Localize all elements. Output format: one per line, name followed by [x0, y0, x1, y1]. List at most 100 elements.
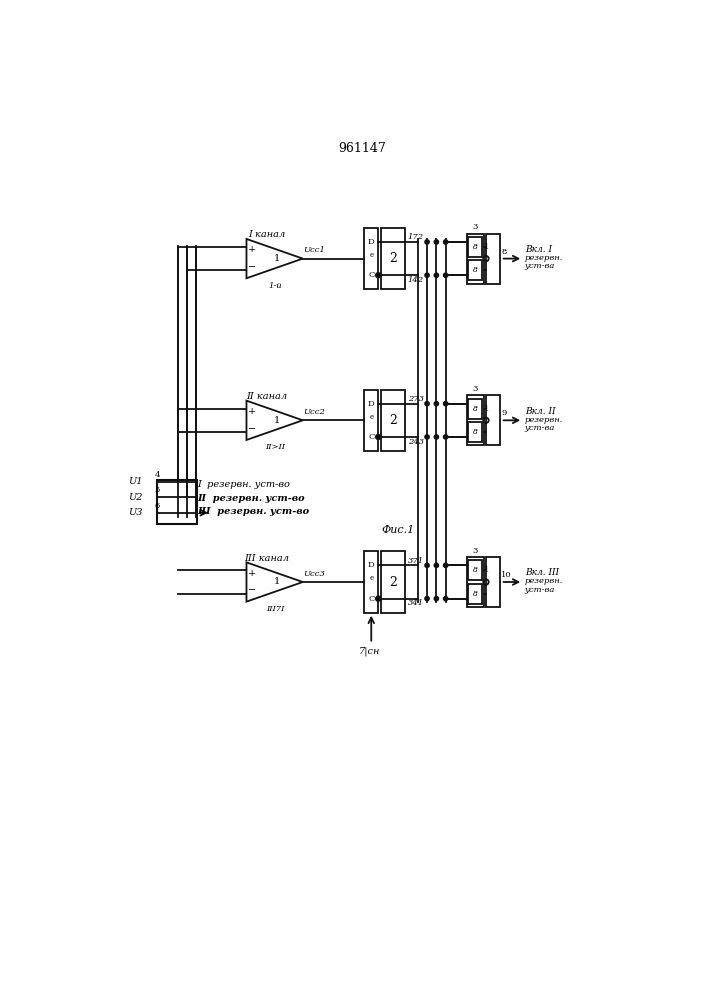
Circle shape	[444, 563, 448, 567]
Text: II  резервн. уст-во: II резервн. уст-во	[197, 494, 305, 503]
Text: 142: 142	[408, 276, 423, 284]
Text: 8: 8	[473, 243, 477, 251]
Bar	[364, 551, 378, 613]
Circle shape	[376, 435, 380, 439]
Text: +: +	[248, 569, 257, 578]
Text: D: D	[368, 400, 375, 408]
Text: 2: 2	[389, 414, 397, 427]
Circle shape	[425, 435, 429, 439]
Circle shape	[425, 240, 429, 244]
Text: 3: 3	[472, 385, 478, 393]
Bar	[468, 260, 482, 280]
Text: e: e	[369, 413, 373, 421]
Text: 273: 273	[408, 395, 423, 403]
Circle shape	[425, 563, 429, 567]
Text: I  резервн. уст-во: I резервн. уст-во	[197, 480, 290, 489]
Text: 2: 2	[389, 576, 397, 588]
Text: 4: 4	[154, 471, 160, 479]
Text: 3: 3	[472, 547, 478, 555]
Text: уст-ва: уст-ва	[525, 262, 555, 270]
Text: 1: 1	[484, 405, 490, 413]
Bar	[468, 422, 482, 442]
Circle shape	[425, 402, 429, 406]
Text: Вкл. III: Вкл. III	[525, 568, 559, 577]
Text: U3: U3	[128, 508, 143, 517]
Text: 1: 1	[274, 254, 279, 263]
Text: 10: 10	[501, 571, 512, 579]
Bar	[380, 228, 405, 289]
Circle shape	[376, 596, 380, 601]
Text: C: C	[368, 433, 375, 441]
Bar	[364, 228, 378, 289]
Circle shape	[444, 240, 448, 244]
Text: Фис.1: Фис.1	[382, 525, 415, 535]
Bar	[467, 395, 484, 445]
Text: C: C	[368, 595, 375, 603]
Text: резервн.: резервн.	[525, 577, 563, 585]
Text: D: D	[368, 561, 375, 569]
Bar	[380, 551, 405, 613]
Text: Вкл. I: Вкл. I	[525, 245, 551, 254]
Text: −: −	[248, 263, 257, 272]
Text: 1: 1	[484, 566, 490, 574]
Text: 7|сн: 7|сн	[359, 647, 380, 656]
Circle shape	[444, 273, 448, 277]
Text: Ucc1: Ucc1	[303, 246, 325, 254]
Text: U2: U2	[128, 493, 143, 502]
Circle shape	[434, 563, 438, 567]
Text: II>II: II>II	[265, 443, 286, 451]
Text: 1: 1	[274, 416, 279, 425]
Text: +: +	[248, 407, 257, 416]
Text: e: e	[369, 251, 373, 259]
Text: 3: 3	[472, 223, 478, 231]
Text: уст-ва: уст-ва	[525, 586, 555, 594]
Text: II канал: II канал	[246, 392, 288, 401]
Text: −: −	[248, 586, 257, 595]
Text: 2: 2	[389, 252, 397, 265]
Circle shape	[434, 273, 438, 277]
Circle shape	[444, 402, 448, 406]
Bar	[486, 395, 500, 445]
Text: C: C	[368, 271, 375, 279]
Bar	[468, 237, 482, 257]
Circle shape	[425, 597, 429, 601]
Text: D: D	[368, 238, 375, 246]
Text: 5: 5	[154, 486, 160, 494]
Circle shape	[434, 240, 438, 244]
Bar	[364, 389, 378, 451]
Circle shape	[434, 435, 438, 439]
Text: 8: 8	[473, 266, 477, 274]
Circle shape	[444, 597, 448, 601]
Text: 172: 172	[408, 233, 423, 241]
Text: 243: 243	[408, 438, 423, 446]
Text: уст-ва: уст-ва	[525, 424, 555, 432]
Text: 1: 1	[274, 578, 279, 586]
Text: III канал: III канал	[245, 554, 289, 563]
Bar	[156, 480, 197, 524]
Text: резервн.: резервн.	[525, 254, 563, 262]
Bar	[486, 557, 500, 607]
Text: 9: 9	[501, 409, 507, 417]
Text: 961147: 961147	[338, 142, 386, 155]
Text: резервн.: резервн.	[525, 416, 563, 424]
Text: Ucc3: Ucc3	[303, 570, 325, 578]
Circle shape	[425, 273, 429, 277]
Text: +: +	[248, 245, 257, 254]
Text: 6: 6	[154, 502, 160, 510]
Text: 371: 371	[408, 557, 423, 565]
Text: Вкл. II: Вкл. II	[525, 407, 555, 416]
Text: 8: 8	[473, 566, 477, 574]
Text: 8: 8	[473, 590, 477, 598]
Text: 8: 8	[473, 405, 477, 413]
Text: 8: 8	[473, 428, 477, 436]
Text: 1-й: 1-й	[269, 282, 282, 290]
Circle shape	[444, 435, 448, 439]
Text: 1: 1	[484, 243, 490, 251]
Bar	[468, 399, 482, 419]
Text: Ucc2: Ucc2	[303, 408, 325, 416]
Text: 8: 8	[501, 248, 507, 256]
Bar	[467, 234, 484, 284]
Text: III  резервн. уст-во: III резервн. уст-во	[197, 507, 309, 516]
Bar	[468, 560, 482, 580]
Circle shape	[434, 402, 438, 406]
